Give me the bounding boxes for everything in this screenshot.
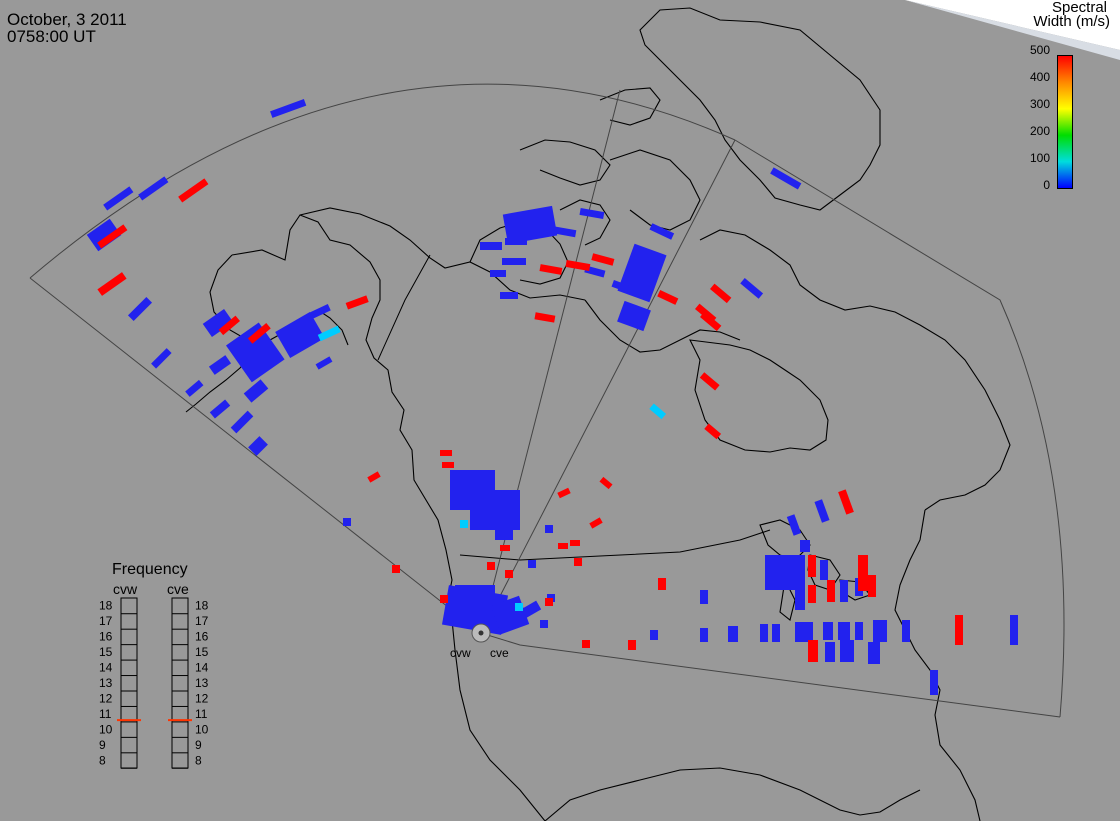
spectral-width-colorbar bbox=[1057, 55, 1073, 189]
radar-site-west-label: cvw bbox=[450, 646, 471, 660]
frequency-scale-label-right: 13 bbox=[195, 676, 209, 690]
frequency-scale-label-right: 8 bbox=[195, 753, 202, 767]
frequency-radar-label-cve: cve bbox=[167, 581, 189, 597]
colorbar-tick-label: 200 bbox=[1029, 124, 1050, 138]
frequency-scale-label-left: 8 bbox=[99, 753, 106, 767]
frequency-tick-marks bbox=[121, 613, 188, 769]
frequency-radar-label-cvw: cvw bbox=[113, 581, 138, 597]
frequency-scale-label-right: 12 bbox=[195, 691, 209, 705]
backscatter-low-width bbox=[86, 99, 1018, 695]
colorbar-tick-label: 100 bbox=[1029, 151, 1050, 165]
colorbar-tick-label: 500 bbox=[1029, 43, 1050, 57]
radar-site-east-label: cve bbox=[490, 646, 509, 660]
frequency-scale-label-right: 14 bbox=[195, 661, 209, 675]
frequency-scale-label-left: 11 bbox=[99, 707, 112, 721]
colorbar-title-line2: Width (m/s) bbox=[1033, 13, 1110, 30]
frequency-bar-cve bbox=[171, 597, 189, 769]
backscatter-mid-width bbox=[317, 325, 667, 611]
frequency-scale-label-left: 17 bbox=[99, 614, 113, 628]
frequency-title: Frequency bbox=[112, 561, 188, 578]
frequency-scale-label-left: 14 bbox=[99, 661, 113, 675]
header-date: October, 3 2011 bbox=[7, 10, 127, 29]
colorbar-tick-label: 0 bbox=[1043, 178, 1050, 192]
radar-field-of-view bbox=[29, 83, 1065, 718]
political-borders bbox=[377, 254, 771, 561]
frequency-scale-label-right: 16 bbox=[195, 630, 209, 644]
header-time: 0758:00 UT bbox=[7, 27, 96, 46]
frequency-scale-label-right: 11 bbox=[195, 707, 208, 721]
frequency-scale-label-left: 16 bbox=[99, 630, 113, 644]
map-corner-mask-edge bbox=[905, 0, 1120, 60]
frequency-scale-label-left: 10 bbox=[99, 722, 113, 736]
radar-site-marker bbox=[471, 623, 491, 643]
frequency-scale-label-right: 17 bbox=[195, 614, 209, 628]
backscatter-high-width bbox=[97, 178, 963, 662]
colorbar-title-line1: Spectral bbox=[1051, 0, 1107, 16]
frequency-bar-cvw bbox=[120, 597, 138, 769]
frequency-scale-label-right: 9 bbox=[195, 738, 202, 752]
frequency-scale-label-left: 9 bbox=[99, 738, 106, 752]
colorbar-tick-label: 400 bbox=[1029, 70, 1050, 84]
frequency-scale-label-left: 12 bbox=[99, 691, 113, 705]
frequency-scale-label-right: 15 bbox=[195, 645, 209, 659]
frequency-scale-label-right: 18 bbox=[195, 599, 209, 613]
frequency-scale-label-left: 18 bbox=[99, 599, 113, 613]
coastlines bbox=[185, 7, 1011, 821]
frequency-scale-label-left: 13 bbox=[99, 676, 113, 690]
frequency-scale-label-right: 10 bbox=[195, 722, 209, 736]
colorbar-tick-label: 300 bbox=[1029, 97, 1050, 111]
frequency-scale-label-left: 15 bbox=[99, 645, 113, 659]
